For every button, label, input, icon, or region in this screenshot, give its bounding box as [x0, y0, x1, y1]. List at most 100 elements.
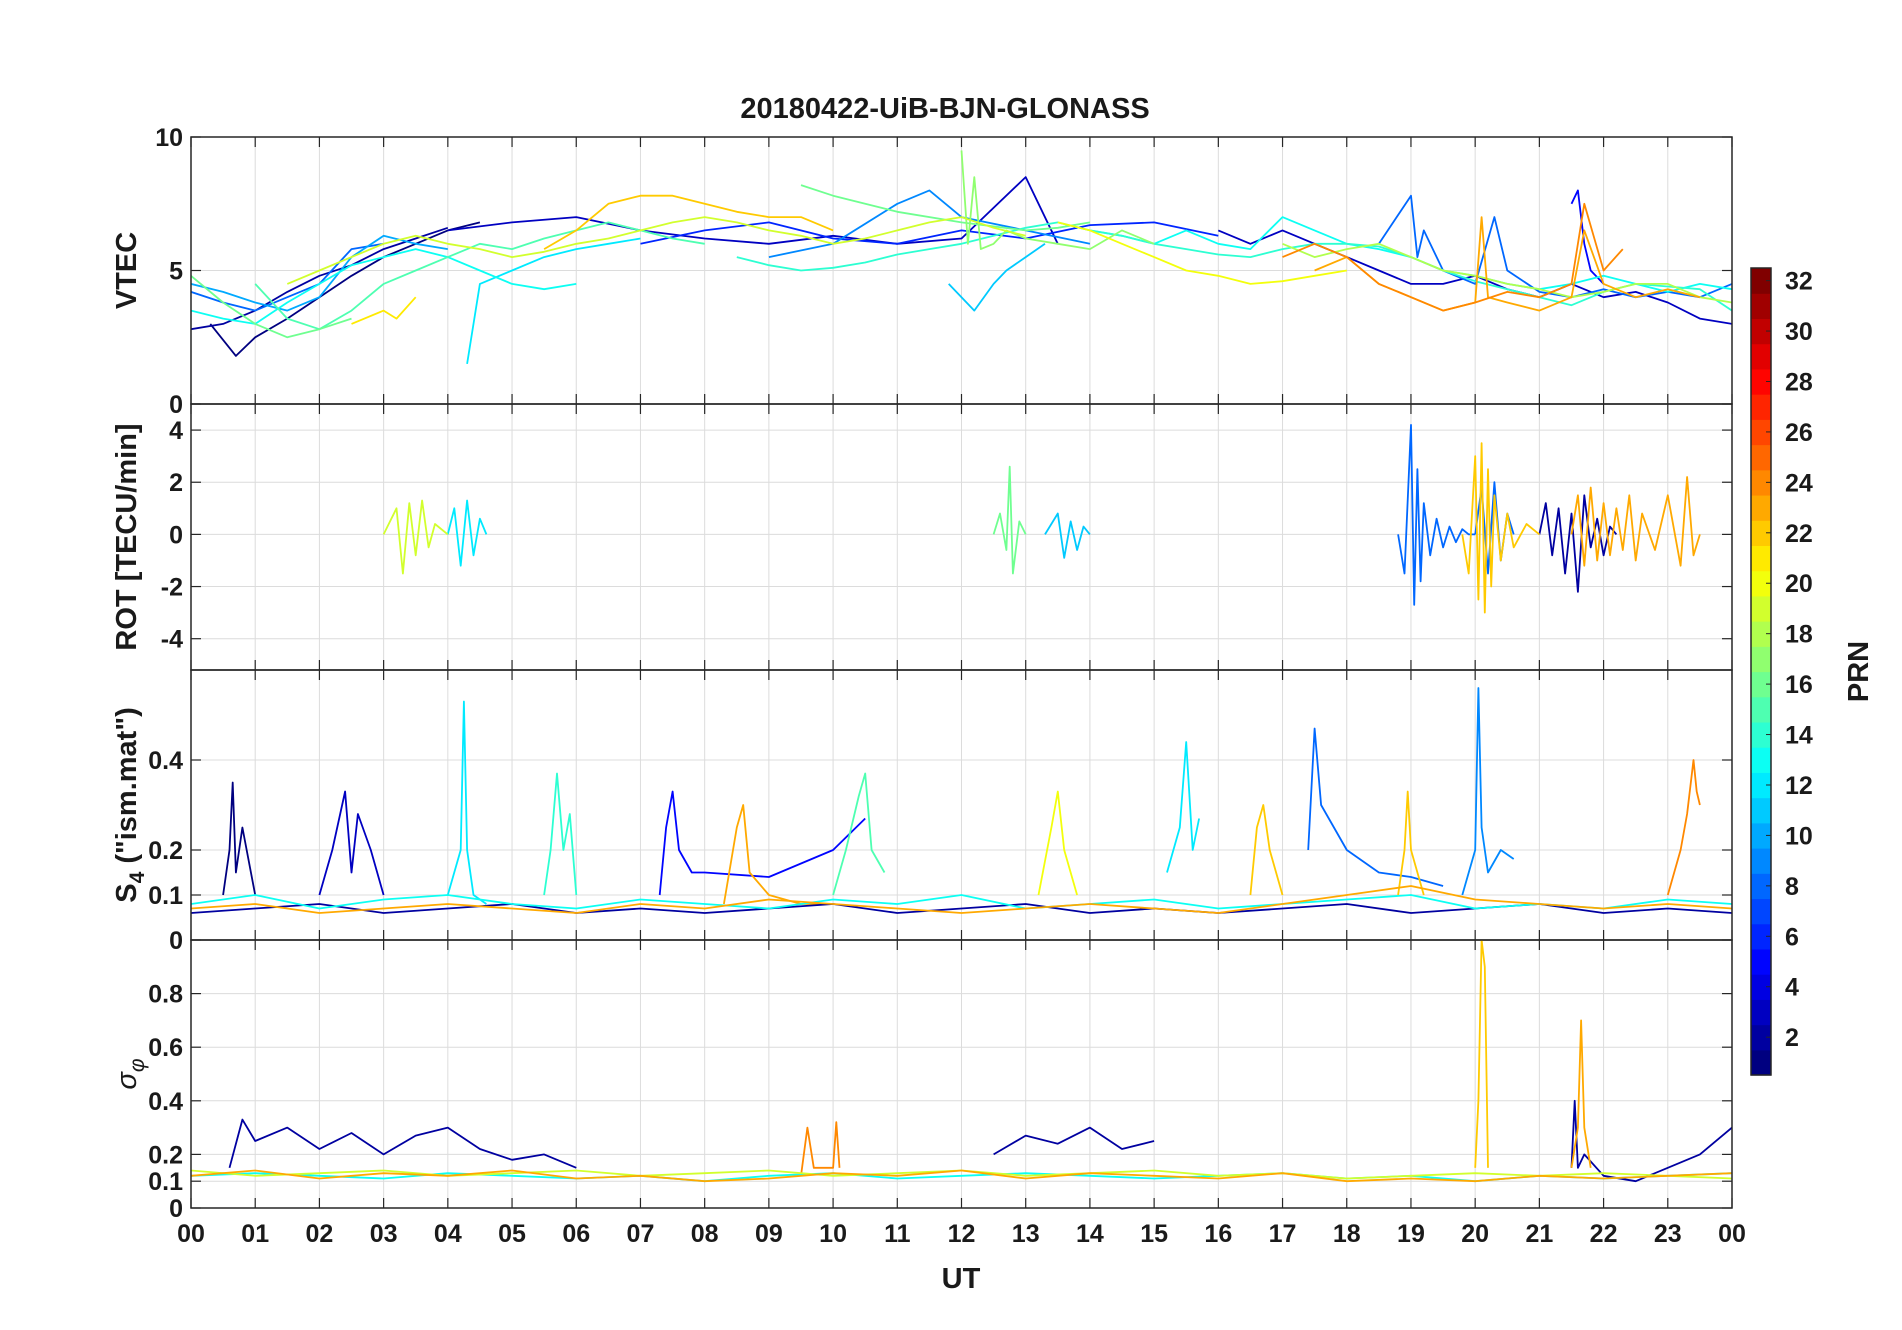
- series-line-prn-11: [948, 243, 1046, 312]
- colorbar-tick-label: 26: [1785, 419, 1813, 447]
- colorbar-swatch: [1751, 394, 1771, 420]
- series-line-prn-21: [351, 296, 417, 325]
- x-tick-label: 10: [819, 1220, 847, 1248]
- x-tick-label: 09: [755, 1220, 783, 1248]
- colorbar-swatch: [1751, 545, 1771, 572]
- colorbar-tick-label: 12: [1785, 772, 1813, 800]
- colorbar-tick-label: 4: [1785, 974, 1799, 1002]
- x-tick-label: 06: [562, 1220, 590, 1248]
- colorbar-tick-label: 14: [1785, 722, 1813, 750]
- series-line-prn-8: [1397, 423, 1476, 606]
- y-tick-label: 0.1: [148, 1168, 183, 1196]
- colorbar-tick-label: 2: [1785, 1024, 1799, 1052]
- series-line-prn-13: [191, 894, 1732, 910]
- series-line-prn-14: [736, 221, 1732, 312]
- colorbar-tick-label: 22: [1785, 520, 1813, 548]
- series-line-prn-22: [1461, 442, 1540, 614]
- series-line-prn-23: [723, 804, 834, 905]
- y-tick-label: 4: [169, 417, 183, 445]
- colorbar-tick-label: 30: [1785, 318, 1813, 346]
- panel-vtec: 0 5 10 VTEC: [111, 124, 1733, 419]
- chart-title: 20180422-UiB-BJN-GLONASS: [740, 93, 1149, 125]
- series-line-prn-23: [1570, 1019, 1592, 1168]
- colorbar-swatch: [1751, 848, 1771, 874]
- series-line-prn-12: [446, 499, 488, 567]
- panel-s4: 0 0.1 0.2 0.4S4 ("ism.mat"): [111, 669, 1733, 955]
- y-tick-label: 0.4: [148, 747, 183, 775]
- y-tick-label: 0.2: [148, 1141, 183, 1169]
- y-tick-label: 0: [169, 927, 183, 955]
- colorbar-tick-label: 10: [1785, 822, 1813, 850]
- y-tick-label: 0: [169, 521, 183, 549]
- panel-sigma: 00.10.2 0.4 0.6 0.8 σφ: [111, 939, 1733, 1223]
- x-tick-label: 21: [1525, 1220, 1553, 1248]
- colorbar-swatch: [1751, 570, 1771, 597]
- x-tick-label: 02: [306, 1220, 334, 1248]
- series-line-prn-20: [1037, 790, 1078, 896]
- series-line-prn-24: [1282, 202, 1624, 312]
- series-group: [191, 687, 1732, 914]
- series-line-prn-22: [1474, 940, 1489, 1168]
- series-line-prn-22: [543, 194, 834, 250]
- colorbar-swatch: [1751, 772, 1771, 799]
- panel-rot: -4 -2 0 2 4 ROT [TECU/min]: [111, 403, 1733, 671]
- x-tick-label: 22: [1590, 1220, 1618, 1248]
- series-line-prn-15: [832, 772, 886, 896]
- y-axis-label-rot: ROT [TECU/min]: [111, 423, 143, 650]
- series-group: [191, 940, 1732, 1183]
- x-tick-label: 17: [1269, 1220, 1297, 1248]
- x-tick-label: 08: [691, 1220, 719, 1248]
- series-line-prn-12: [466, 237, 641, 365]
- x-tick-label: 04: [434, 1220, 462, 1248]
- colorbar-swatch: [1751, 646, 1771, 673]
- colorbar-swatch: [1751, 696, 1771, 723]
- x-tick-label: 15: [1140, 1220, 1168, 1248]
- x-tick-label: 19: [1397, 1220, 1425, 1248]
- colorbar-swatch: [1751, 898, 1771, 925]
- colorbar-swatch: [1751, 721, 1771, 748]
- colorbar-tick-label: 8: [1785, 873, 1799, 901]
- series-line-prn-12: [1166, 741, 1200, 873]
- y-tick-label: 2: [169, 469, 183, 497]
- series-line-prn-2: [1570, 1099, 1732, 1183]
- colorbar-tick-label: 6: [1785, 923, 1799, 951]
- colorbar-swatch: [1751, 999, 1771, 1026]
- x-tick-label: 03: [370, 1220, 398, 1248]
- series-line-prn-24: [800, 1121, 841, 1176]
- y-axis-label-s4: S4 ("ism.mat"): [111, 707, 149, 903]
- colorbar-swatch: [1751, 1024, 1771, 1051]
- y-tick-label: 0.6: [148, 1034, 183, 1062]
- series-line-prn-1: [209, 221, 481, 357]
- colorbar-swatch: [1751, 923, 1771, 950]
- x-tick-label: 23: [1654, 1220, 1682, 1248]
- colorbar-swatch: [1751, 595, 1771, 622]
- colorbar-swatch: [1751, 797, 1771, 824]
- series-group: [191, 150, 1732, 365]
- colorbar-tick-label: 16: [1785, 671, 1813, 699]
- colorbar-label: PRN: [1843, 641, 1875, 702]
- x-tick-label: 14: [1076, 1220, 1104, 1248]
- series-line-prn-19: [382, 499, 449, 575]
- series-line-prn-5: [1570, 189, 1605, 285]
- colorbar-swatch: [1751, 368, 1771, 395]
- colorbar-swatch: [1751, 444, 1771, 471]
- colorbar-swatch: [1751, 343, 1771, 370]
- colorbar-swatch: [1751, 268, 1771, 294]
- colorbar-tick-label: 18: [1785, 621, 1813, 649]
- series-line-prn-2: [993, 1126, 1155, 1156]
- colorbar-swatch: [1751, 1049, 1771, 1076]
- series-line-prn-23: [191, 885, 1732, 914]
- colorbar-swatch: [1751, 621, 1771, 647]
- x-tick-label: 16: [1204, 1220, 1232, 1248]
- series-line-prn-16: [992, 465, 1027, 575]
- x-tick-label: 20: [1461, 1220, 1489, 1248]
- colorbar-swatch: [1751, 747, 1771, 773]
- y-axis-label-vtec: VTEC: [111, 232, 143, 309]
- colorbar-swatch: [1751, 293, 1771, 320]
- y-axis-label-sigma: σφ: [111, 1058, 149, 1090]
- x-tick-label: 00: [1718, 1220, 1746, 1248]
- series-line-prn-9: [1461, 687, 1515, 896]
- x-tick-label: 18: [1333, 1220, 1361, 1248]
